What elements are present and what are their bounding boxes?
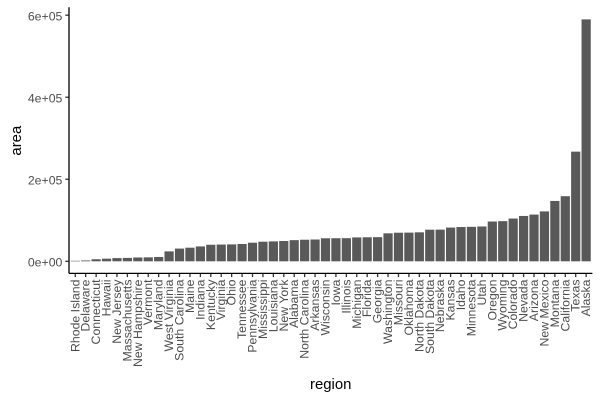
svg-text:Montana: Montana: [548, 279, 562, 327]
svg-text:Michigan: Michigan: [350, 279, 364, 328]
svg-text:Arkansas: Arkansas: [308, 280, 322, 331]
svg-text:New Jersey: New Jersey: [110, 279, 124, 344]
svg-text:Utah: Utah: [475, 279, 489, 305]
svg-text:Kentucky: Kentucky: [204, 279, 218, 330]
svg-text:Vermont: Vermont: [141, 279, 155, 325]
svg-text:Pennsylvania: Pennsylvania: [246, 279, 260, 352]
svg-text:California: California: [558, 279, 572, 331]
svg-text:Rhode Island: Rhode Island: [68, 279, 82, 352]
svg-text:area: area: [9, 125, 25, 156]
svg-text:Massachusetts: Massachusetts: [120, 280, 134, 362]
svg-text:Washington: Washington: [381, 279, 395, 344]
svg-text:Maryland: Maryland: [152, 279, 166, 330]
svg-text:Idaho: Idaho: [454, 279, 468, 310]
svg-text:Kansas: Kansas: [444, 280, 458, 321]
svg-text:Ohio: Ohio: [225, 279, 239, 305]
svg-text:Wisconsin: Wisconsin: [318, 279, 332, 335]
svg-text:Missouri: Missouri: [391, 280, 405, 326]
svg-text:Indiana: Indiana: [193, 279, 207, 320]
svg-text:Minnesota: Minnesota: [464, 279, 478, 336]
svg-text:Nevada: Nevada: [517, 279, 531, 322]
svg-text:Colorado: Colorado: [506, 279, 520, 329]
svg-text:South Dakota: South Dakota: [423, 279, 437, 354]
svg-text:New York: New York: [277, 279, 291, 332]
svg-text:West Virginia: West Virginia: [162, 279, 176, 351]
svg-text:North Carolina: North Carolina: [298, 279, 312, 358]
svg-text:Oregon: Oregon: [485, 279, 499, 320]
svg-text:Arizona: Arizona: [527, 279, 541, 321]
svg-text:New Mexico: New Mexico: [537, 279, 551, 346]
svg-text:Illinois: Illinois: [339, 280, 353, 314]
svg-text:6e+05: 6e+05: [28, 10, 63, 24]
svg-text:Wyoming: Wyoming: [496, 279, 510, 330]
svg-text:Texas: Texas: [569, 280, 583, 312]
svg-text:Connecticut: Connecticut: [89, 279, 103, 345]
svg-text:Alabama: Alabama: [287, 279, 301, 328]
svg-text:2e+05: 2e+05: [28, 174, 63, 188]
svg-text:South Carolina: South Carolina: [173, 279, 187, 361]
svg-text:Delaware: Delaware: [79, 279, 93, 331]
svg-text:North Dakota: North Dakota: [412, 279, 426, 352]
svg-text:New Hampshire: New Hampshire: [131, 279, 145, 367]
svg-text:Florida: Florida: [360, 279, 374, 317]
svg-text:Oklahoma: Oklahoma: [402, 279, 416, 335]
svg-text:Alaska: Alaska: [579, 279, 593, 316]
svg-text:Tennessee: Tennessee: [235, 279, 249, 339]
svg-text:Georgia: Georgia: [371, 279, 385, 323]
svg-text:Iowa: Iowa: [329, 279, 343, 305]
svg-text:region: region: [310, 377, 351, 393]
svg-text:Louisiana: Louisiana: [266, 279, 280, 332]
svg-text:0e+00: 0e+00: [28, 256, 63, 270]
svg-text:Nebraska: Nebraska: [433, 279, 447, 332]
svg-text:Maine: Maine: [183, 279, 197, 313]
svg-text:Virginia: Virginia: [214, 279, 228, 320]
svg-text:Mississippi: Mississippi: [256, 280, 270, 339]
svg-text:Hawaii: Hawaii: [100, 280, 114, 317]
svg-text:4e+05: 4e+05: [28, 92, 63, 106]
